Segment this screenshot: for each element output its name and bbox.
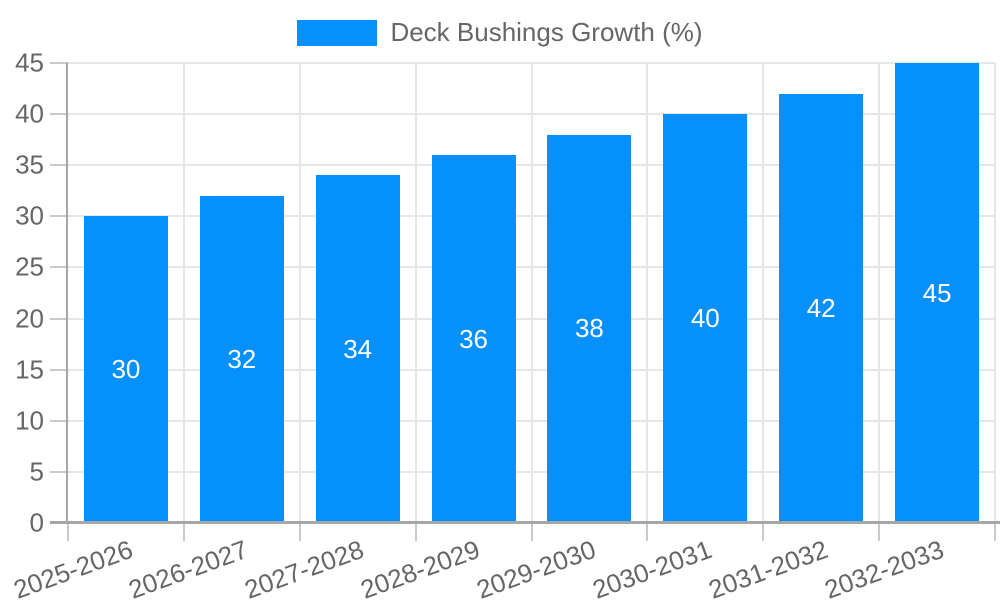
bar-value-label: 40 [690, 303, 720, 334]
legend-label: Deck Bushings Growth (%) [390, 17, 703, 47]
bar-value-label: 34 [343, 333, 373, 364]
x-tick-mark [994, 523, 996, 541]
bar-value-label: 38 [574, 313, 604, 344]
bar-value-label: 45 [922, 277, 952, 308]
bar: 36 [431, 155, 516, 523]
x-axis-category-label: 2027-2028 [240, 534, 368, 605]
bar-value-label: 42 [806, 292, 836, 323]
bar: 32 [199, 195, 284, 523]
x-tick-mark [298, 523, 301, 541]
x-tick-mark [414, 523, 417, 541]
x-tick-mark [182, 523, 185, 541]
x-gridline [414, 63, 417, 523]
x-gridline [994, 63, 996, 523]
x-gridline [182, 63, 185, 523]
x-gridline [298, 63, 301, 523]
bar-value-label: 32 [227, 343, 257, 374]
y-tick-mark [50, 368, 68, 371]
y-tick-mark [50, 113, 68, 116]
legend-swatch-icon [297, 19, 378, 46]
x-tick-mark [762, 523, 765, 541]
y-axis-tick-label: 40 [15, 98, 44, 129]
y-axis-tick-label: 5 [29, 456, 44, 487]
plot-area: 30 32 34 36 38 40 42 45 [50, 62, 996, 541]
x-axis-category-label: 2025-2026 [9, 534, 137, 605]
x-axis-category-label: 2030-2031 [588, 534, 716, 605]
x-axis-line [50, 521, 1000, 524]
y-axis-tick-label: 25 [15, 251, 44, 282]
x-axis-category-label: 2031-2032 [704, 534, 832, 605]
x-axis-category-label: 2028-2029 [356, 534, 484, 605]
y-axis-tick-label: 20 [15, 303, 44, 334]
x-gridline [530, 63, 533, 523]
y-tick-mark [50, 419, 68, 422]
y-axis-tick-label: 0 [29, 507, 44, 538]
bar: 38 [547, 134, 632, 523]
x-gridline [878, 63, 881, 523]
x-tick-mark [878, 523, 881, 541]
bar: 42 [779, 93, 864, 523]
y-axis-tick-label: 15 [15, 354, 44, 385]
y-axis-tick-label: 45 [15, 47, 44, 78]
y-axis-tick-label: 35 [15, 149, 44, 180]
y-axis-line [66, 63, 68, 523]
bar-value-label: 30 [111, 354, 141, 385]
y-axis-tick-label: 30 [15, 200, 44, 231]
y-tick-mark [50, 164, 68, 167]
x-tick-mark [646, 523, 649, 541]
bar: 30 [83, 216, 168, 523]
bar: 45 [895, 63, 980, 523]
bar: 40 [663, 114, 748, 523]
x-axis-category-label: 2032-2033 [820, 534, 948, 605]
x-axis-labels: 2025-2026 2026-2027 2027-2028 2028-2029 2029… [9, 534, 995, 605]
y-tick-mark [50, 62, 68, 64]
y-tick-mark [50, 266, 68, 269]
x-axis-category-label: 2029-2030 [472, 534, 600, 605]
y-tick-mark [50, 215, 68, 218]
x-gridline [646, 63, 649, 523]
y-axis-tick-label: 10 [15, 405, 44, 436]
bar-value-label: 36 [459, 323, 489, 354]
x-axis-category-label: 2026-2027 [124, 534, 253, 605]
y-tick-mark [50, 317, 68, 320]
legend[interactable]: Deck Bushings Growth (%) [0, 17, 1000, 48]
y-tick-mark [50, 470, 68, 473]
x-tick-mark [67, 523, 69, 541]
y-axis-labels: 0 5 10 15 20 25 30 35 40 45 [0, 48, 46, 538]
x-tick-mark [530, 523, 533, 541]
bar: 34 [315, 175, 400, 523]
x-gridline [762, 63, 765, 523]
